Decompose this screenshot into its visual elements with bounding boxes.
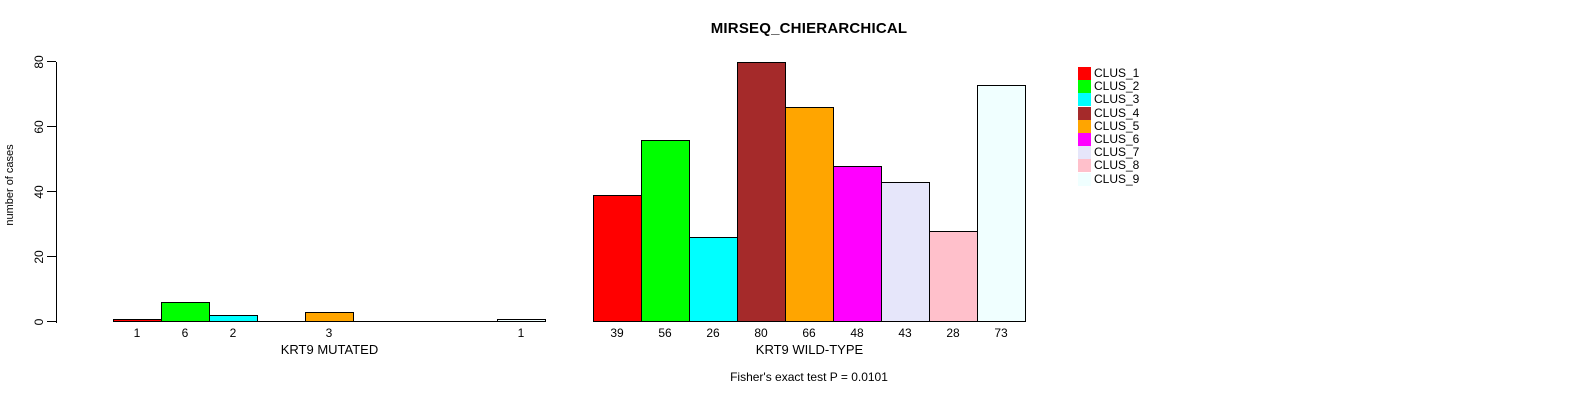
legend-label: CLUS_2 [1094,79,1140,93]
legend-label: CLUS_4 [1094,106,1140,120]
bar-CLUS_9 [977,85,1026,322]
legend-label: CLUS_8 [1094,158,1140,172]
bar-value-label: 43 [898,326,912,340]
legend-label: CLUS_1 [1094,66,1140,80]
bar-CLUS_7 [881,182,930,322]
y-tick-label: 60 [32,120,46,134]
y-tick-mark [47,321,56,322]
bar-value-label: 6 [181,326,189,340]
y-tick-label: 20 [32,250,46,264]
legend-label: CLUS_6 [1094,132,1140,146]
legend-swatch-CLUS_8 [1078,159,1091,172]
legend-label: CLUS_7 [1094,145,1140,159]
legend-swatch-CLUS_5 [1078,120,1091,133]
y-tick-mark [47,256,56,257]
chart-title: MIRSEQ_CHIERARCHICAL [710,20,908,37]
bar-value-label: 3 [325,326,333,340]
bar-CLUS_2 [641,140,690,322]
legend-swatch-CLUS_6 [1078,133,1091,146]
bar-CLUS_1 [593,195,642,322]
y-tick-mark [47,61,56,62]
y-tick-mark [47,126,56,127]
bar-value-label: 39 [610,326,624,340]
legend-label: CLUS_3 [1094,92,1140,106]
bar-value-label: 73 [994,326,1008,340]
y-tick-label: 0 [32,318,46,326]
y-axis-label: number of cases [4,144,16,226]
bar-CLUS_1 [113,319,162,322]
y-tick-label: 40 [32,185,46,199]
legend-label: CLUS_5 [1094,119,1140,133]
bar-CLUS_5 [785,107,834,322]
bar-value-label: 1 [517,326,525,340]
bar-value-label: 28 [946,326,960,340]
bar-CLUS_3 [689,237,738,322]
legend-swatch-CLUS_2 [1078,80,1091,93]
legend-swatch-CLUS_4 [1078,107,1091,120]
legend-swatch-CLUS_1 [1078,67,1091,80]
bar-value-label: 66 [802,326,816,340]
y-tick-label: 80 [32,55,46,69]
legend-swatch-CLUS_9 [1078,173,1091,186]
bar-value-label: 80 [754,326,768,340]
bar-value-label: 1 [133,326,141,340]
bar-CLUS_4 [737,62,786,322]
bar-CLUS_2 [161,302,210,322]
bar-value-label: 56 [658,326,672,340]
fisher-test-annotation: Fisher's exact test P = 0.0101 [730,370,888,384]
bar-value-label: 26 [706,326,720,340]
y-tick-mark [47,191,56,192]
legend-swatch-CLUS_7 [1078,146,1091,159]
legend-label: CLUS_9 [1094,172,1140,186]
y-axis-line [56,62,57,323]
bar-CLUS_9 [497,319,546,322]
bar-CLUS_8 [929,231,978,322]
group-label: KRT9 MUTATED [280,342,379,357]
bar-value-label: 48 [850,326,864,340]
group-label: KRT9 WILD-TYPE [755,342,864,357]
bar-CLUS_3 [209,315,258,322]
bar-CLUS_6 [833,166,882,322]
bar-value-label: 2 [229,326,237,340]
legend-swatch-CLUS_3 [1078,93,1091,106]
bar-CLUS_5 [305,312,354,322]
